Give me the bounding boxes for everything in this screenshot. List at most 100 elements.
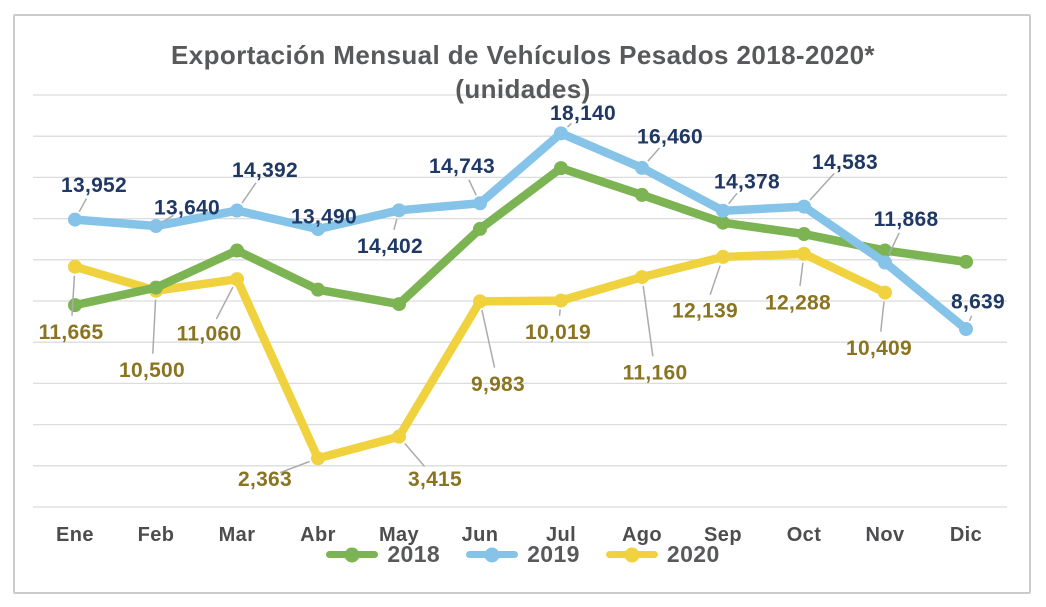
series-line-2020 [70, 249, 890, 463]
data-label-2020-jul: 10,019 [525, 321, 591, 344]
series-line-2019 [70, 129, 971, 334]
data-label-2019-nov: 11,868 [874, 208, 939, 231]
data-point-2019 [635, 160, 649, 175]
data-point-2019 [311, 222, 325, 237]
data-point-2019 [878, 255, 892, 270]
leader-line [799, 262, 804, 287]
data-point-2020 [68, 259, 82, 274]
legend: 2018 2019 2020 [0, 541, 1046, 568]
leader-line [968, 315, 973, 322]
leader-line [71, 275, 76, 316]
leader-line [163, 214, 174, 222]
data-point-2019 [959, 322, 973, 337]
data-point-2018 [473, 221, 487, 236]
data-label-2020-nov: 10,409 [846, 337, 912, 360]
leader-line [241, 182, 257, 204]
legend-marker-2019 [466, 547, 519, 562]
data-point-2019 [473, 196, 487, 211]
leader-line [215, 286, 234, 320]
data-point-2019 [230, 203, 244, 218]
data-point-2019 [149, 219, 163, 234]
data-label-2019-sep: 14,378 [714, 170, 780, 193]
data-point-2020 [311, 451, 325, 466]
data-label-2019-ago: 16,460 [637, 125, 703, 148]
chart-subtitle: (unidades) [455, 74, 591, 104]
leader-line [393, 218, 398, 231]
series-line-2018 [70, 163, 971, 310]
data-point-2020 [635, 270, 649, 285]
data-label-2019-jul: 18,140 [550, 102, 616, 125]
data-point-2019 [797, 199, 811, 214]
data-label-2020-jun: 9,983 [471, 373, 525, 396]
data-point-2018 [392, 297, 406, 312]
data-point-2018 [797, 227, 811, 242]
leader-line [647, 147, 661, 162]
data-label-2019-may: 14,402 [357, 235, 423, 258]
data-label-2019-oct: 14,583 [812, 151, 878, 174]
legend-marker-dot [484, 547, 500, 562]
data-point-2018 [230, 243, 244, 258]
data-point-2019 [716, 203, 730, 218]
data-label-2020-abr: 2,363 [238, 468, 292, 491]
data-point-2018 [311, 282, 325, 297]
data-point-2018 [959, 254, 973, 269]
legend-item-2019: 2019 [466, 541, 580, 568]
legend-item-2020: 2020 [605, 541, 720, 568]
leader-line [152, 299, 157, 354]
data-label-2020-sep: 12,139 [672, 299, 738, 322]
data-point-2020 [716, 249, 730, 264]
chart-title: Exportación Mensual de Vehículos Pesados… [171, 40, 875, 70]
data-point-2019 [392, 203, 406, 218]
chart-frame [13, 14, 1031, 594]
legend-marker-2020 [605, 547, 658, 562]
data-label-2020-oct: 12,288 [765, 291, 831, 314]
data-point-2019 [68, 212, 82, 227]
leader-line [404, 442, 426, 467]
legend-item-2018: 2018 [326, 541, 440, 568]
legend-label-2019: 2019 [527, 541, 580, 567]
data-label-2019-jun: 14,743 [429, 155, 495, 178]
leader-line [879, 301, 885, 332]
leader-line [709, 265, 721, 296]
legend-marker-2018 [326, 547, 379, 562]
leader-line [728, 192, 738, 205]
leader-line [809, 172, 835, 201]
legend-marker-dot [344, 547, 360, 562]
data-point-2020 [878, 285, 892, 300]
leader-line [468, 179, 477, 196]
legend-label-2020: 2020 [666, 541, 720, 567]
data-point-2018 [149, 280, 163, 295]
data-label-2019-mar: 14,392 [232, 159, 298, 182]
data-point-2020 [473, 294, 487, 309]
leader-line [78, 198, 88, 213]
legend-marker-dot [624, 547, 640, 562]
leader-line [642, 285, 654, 357]
data-label-2020-mar: 11,060 [177, 323, 242, 346]
data-point-2019 [554, 126, 568, 141]
data-point-2018 [716, 215, 730, 230]
data-point-2020 [797, 246, 811, 261]
data-label-2019-dic: 8,639 [951, 291, 1005, 314]
data-label-2020-may: 3,415 [408, 468, 462, 491]
leader-line [279, 460, 310, 474]
chart-header: Exportación Mensual de Vehículos Pesados… [0, 38, 1046, 106]
data-label-2020-ene: 11,665 [39, 321, 104, 344]
leader-line [481, 309, 496, 368]
data-point-2020 [554, 293, 568, 308]
data-point-2020 [392, 429, 406, 444]
leader-line [558, 309, 561, 316]
data-point-2018 [635, 187, 649, 202]
data-point-2018 [554, 161, 568, 176]
data-point-2020 [230, 272, 244, 287]
data-label-2019-abr: 13,490 [291, 206, 357, 229]
data-label-2020-ago: 11,160 [623, 362, 688, 385]
data-point-2018 [68, 298, 82, 313]
data-label-2019-feb: 13,640 [154, 197, 220, 220]
legend-label-2018: 2018 [387, 541, 441, 567]
leader-line [566, 122, 572, 128]
leader-line [888, 232, 900, 255]
data-label-2019-ene: 13,952 [61, 174, 127, 197]
data-label-2020-feb: 10,500 [119, 359, 185, 382]
